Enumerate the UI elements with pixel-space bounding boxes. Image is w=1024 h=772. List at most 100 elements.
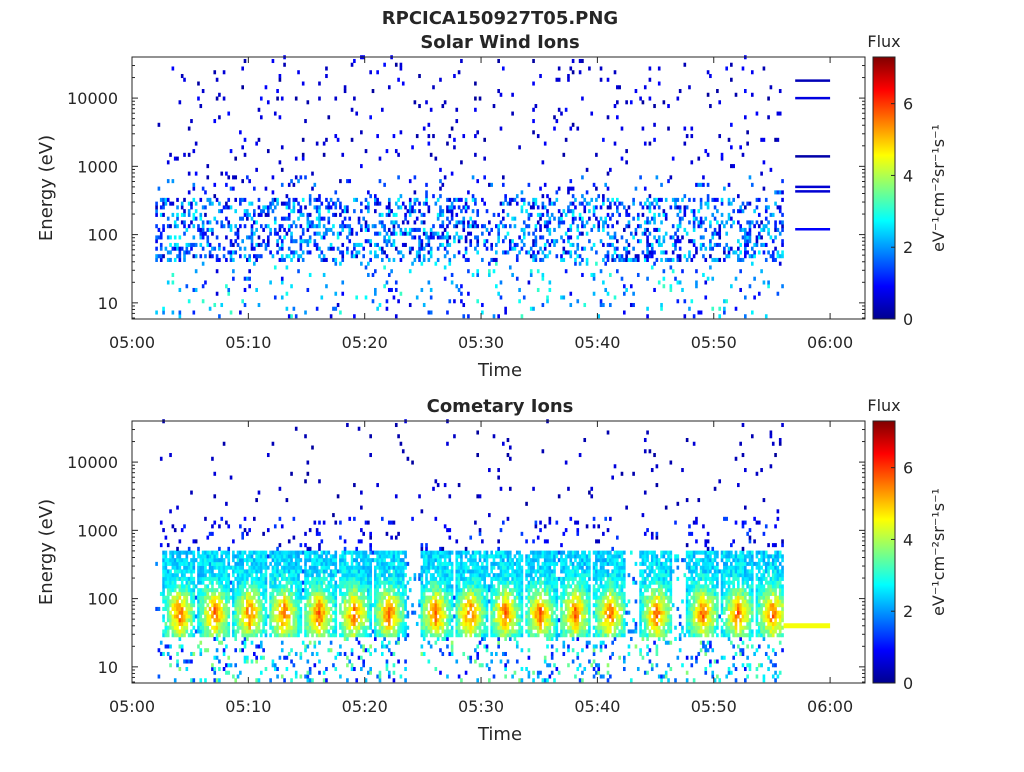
spectrogram-cell	[660, 198, 663, 202]
spectrogram-cell	[302, 82, 305, 86]
spectrogram-cell	[304, 629, 307, 633]
spectrogram-cell	[646, 247, 649, 251]
spectrogram-cell	[437, 247, 440, 251]
spectrogram-cell	[272, 614, 275, 618]
spectrogram-cell	[225, 551, 228, 555]
spectrogram-cell	[569, 209, 572, 213]
spectrogram-cell	[421, 588, 424, 592]
spectrogram-cell	[169, 614, 172, 618]
spectrogram-cell	[353, 243, 356, 247]
spectrogram-cell	[758, 213, 761, 217]
spectrogram-cell	[425, 551, 428, 555]
spectrogram-cell	[197, 551, 200, 555]
spectrogram-cell	[390, 588, 393, 592]
spectrogram-cell	[367, 228, 370, 232]
spectrogram-cell	[325, 562, 328, 566]
spectrogram-cell	[353, 314, 356, 318]
spectrogram-cell	[232, 622, 235, 626]
spectrogram-cell	[465, 239, 468, 243]
y-tick-label: 10	[98, 294, 118, 313]
spectrogram-cell	[404, 592, 407, 596]
spectrogram-cell	[453, 145, 456, 149]
spectrogram-cell	[365, 239, 368, 243]
spectrogram-cell	[602, 280, 605, 284]
spectrogram-cell	[199, 232, 202, 236]
spectrogram-cell	[374, 194, 377, 198]
spectrogram-cell	[232, 269, 235, 273]
spectrogram-cell	[677, 224, 680, 228]
spectrogram-cell	[211, 581, 214, 585]
spectrogram-cell	[439, 213, 442, 217]
spectrogram-cell	[346, 656, 349, 660]
spectrogram-cell	[209, 633, 212, 637]
spectrogram-cell	[451, 562, 454, 566]
spectrogram-cell	[400, 194, 403, 198]
spectrogram-cell	[623, 247, 626, 251]
spectrogram-cell	[262, 209, 265, 213]
spectrogram-cell	[279, 235, 282, 239]
spectrogram-cell	[451, 573, 454, 577]
spectrogram-cell	[174, 247, 177, 251]
spectrogram-cell	[237, 629, 240, 633]
spectrogram-cell	[227, 562, 230, 566]
spectrogram-cell	[718, 307, 721, 311]
spectrogram-cell	[302, 250, 305, 254]
spectrogram-cell	[437, 558, 440, 562]
spectrogram-cell	[760, 269, 763, 273]
spectrogram-cell	[658, 228, 661, 232]
spectrogram-cell	[355, 626, 358, 630]
spectrogram-cell	[616, 254, 619, 258]
spectrogram-cell	[293, 562, 296, 566]
spectrogram-cell	[435, 614, 438, 618]
spectrogram-cell	[437, 607, 440, 611]
spectrogram-cell	[665, 258, 668, 262]
spectrogram-cell	[684, 299, 687, 303]
spectrogram-cell	[225, 577, 228, 581]
spectrogram-cell	[244, 629, 247, 633]
spectrogram-cell	[530, 273, 533, 277]
spectrogram-cell	[402, 614, 405, 618]
spectrogram-cell	[325, 588, 328, 592]
spectrogram-cell	[307, 213, 310, 217]
spectrogram-cell	[607, 250, 610, 254]
spectrogram-cell	[451, 626, 454, 630]
spectrogram-cell	[365, 588, 368, 592]
spectrogram-cell	[367, 596, 370, 600]
spectrogram-cell	[781, 224, 784, 228]
spectrogram-cell	[320, 295, 323, 299]
spectrogram-cell	[274, 265, 277, 269]
spectrogram-cell	[423, 554, 426, 558]
spectrogram-cell	[658, 235, 661, 239]
spectrogram-cell	[437, 566, 440, 570]
spectrogram-cell	[407, 220, 410, 224]
spectrogram-cell	[351, 592, 354, 596]
spectrogram-cell	[579, 213, 582, 217]
spectrogram-cell	[339, 554, 342, 558]
spectrogram-cell	[474, 97, 477, 101]
spectrogram-cell	[637, 224, 640, 228]
spectrogram-cell	[279, 618, 282, 622]
spectrogram-cell	[199, 588, 202, 592]
spectrogram-cell	[672, 157, 675, 161]
spectrogram-cell	[197, 626, 200, 630]
spectrogram-cell	[695, 247, 698, 251]
spectrogram-cell	[204, 573, 207, 577]
spectrogram-cell	[227, 596, 230, 600]
spectrogram-cell	[614, 142, 617, 146]
spectrogram-cell	[395, 611, 398, 615]
spectrogram-cell	[395, 213, 398, 217]
spectrogram-cell	[227, 220, 230, 224]
spectrogram-cell	[307, 599, 310, 603]
spectrogram-cell	[546, 239, 549, 243]
spectrogram-cell	[535, 239, 538, 243]
spectrogram-cell	[476, 235, 479, 239]
spectrogram-cell	[448, 633, 451, 637]
spectrogram-cell	[334, 584, 337, 588]
spectrogram-cell	[353, 551, 356, 555]
spectrogram-cell	[358, 603, 361, 607]
spectrogram-cell	[318, 622, 321, 626]
spectrogram-cell	[351, 614, 354, 618]
spectrogram-cell	[341, 573, 344, 577]
spectrogram-cell	[341, 626, 344, 630]
spectrogram-cell	[528, 217, 531, 221]
